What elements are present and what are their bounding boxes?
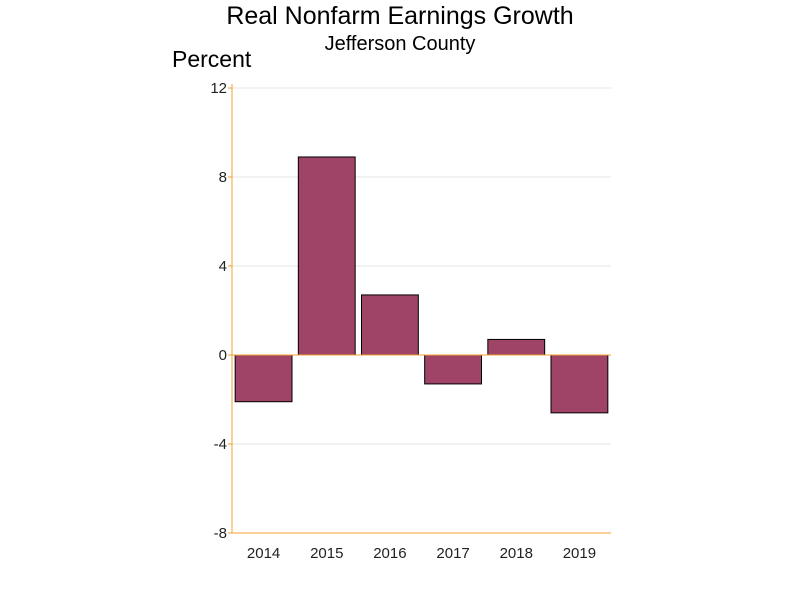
y-tick-label: -8 xyxy=(214,525,227,542)
bar-2017 xyxy=(424,354,483,385)
y-tick-label: -4 xyxy=(214,436,227,453)
x-tick-label: 2014 xyxy=(247,545,280,562)
bar-2016 xyxy=(360,294,419,356)
chart-subtitle: Jefferson County xyxy=(324,33,476,55)
axes xyxy=(228,84,611,534)
bar-2014 xyxy=(234,354,293,403)
x-tick-label: 2018 xyxy=(500,545,533,562)
bar-2019 xyxy=(550,354,609,414)
bar-2018 xyxy=(487,338,546,356)
x-tick-label: 2017 xyxy=(436,545,469,562)
tick-labels: -8 -4 0 4 8 12 2014 2015 2016 2017 2018 2019 xyxy=(210,80,596,562)
bars xyxy=(234,156,609,414)
y-tick-label: 12 xyxy=(210,80,227,97)
y-tick-label: 8 xyxy=(219,169,227,186)
chart-title: Real Nonfarm Earnings Growth xyxy=(226,2,574,30)
y-tick-label: 0 xyxy=(219,347,227,364)
gridlines xyxy=(232,87,611,534)
y-axis-label: Percent xyxy=(172,46,252,72)
x-tick-label: 2019 xyxy=(563,545,596,562)
x-tick-label: 2015 xyxy=(310,545,343,562)
x-tick-label: 2016 xyxy=(373,545,406,562)
bar-2015 xyxy=(297,156,356,356)
y-tick-label: 4 xyxy=(219,258,227,275)
